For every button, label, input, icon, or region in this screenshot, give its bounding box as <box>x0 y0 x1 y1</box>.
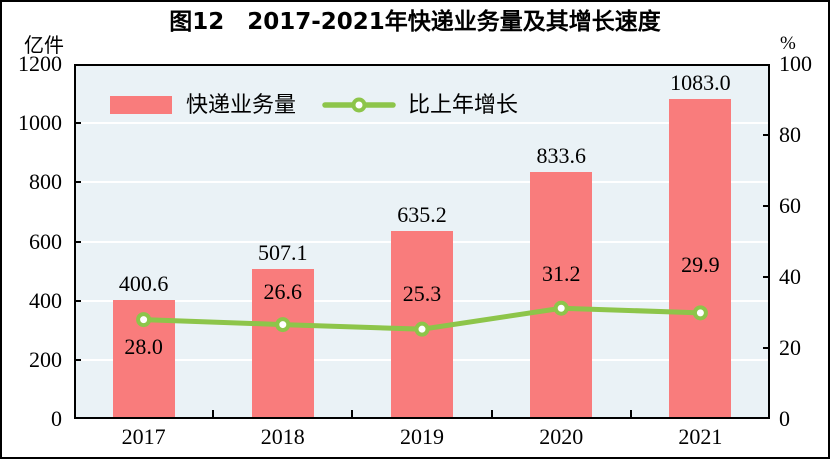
legend: 快递业务量 比上年增长 <box>110 93 518 117</box>
legend-line-label: 比上年增长 <box>408 92 519 117</box>
bar-value-label: 507.1 <box>258 239 308 265</box>
right-axis-tick <box>763 205 770 207</box>
x-axis-tick <box>629 410 632 417</box>
left-axis-tick-label: 600 <box>29 228 62 254</box>
right-axis-tick-label: 80 <box>779 122 801 147</box>
x-axis-label-2017: 2017 <box>121 424 166 449</box>
right-axis-tick <box>763 276 770 278</box>
bar-2021 <box>669 98 732 419</box>
x-axis-label-2020: 2020 <box>539 424 584 449</box>
growth-line-layer <box>136 300 708 337</box>
x-axis-label-2018: 2018 <box>260 424 305 449</box>
line-marker-2019 <box>414 321 430 337</box>
chart-title: 图12 2017-2021年快递业务量及其增长速度 <box>169 9 661 35</box>
right-axis-tick-label: 40 <box>779 264 801 289</box>
right-axis-tick <box>763 347 770 349</box>
right-axis-tick-label: 0 <box>779 406 790 431</box>
rate-value-label: 28.0 <box>124 333 163 359</box>
x-axis-label-2021: 2021 <box>678 424 723 449</box>
left-axis-tick-label: 0 <box>51 406 62 431</box>
gridline <box>74 181 770 184</box>
bar-value-label: 833.6 <box>536 143 586 169</box>
rate-value-label: 25.3 <box>402 281 442 307</box>
legend-bar-label: 快递业务量 <box>186 92 297 117</box>
left-axis-tick-label: 1200 <box>18 51 62 76</box>
bar-2018 <box>251 268 314 419</box>
x-axis-tick <box>212 410 215 417</box>
x-axis-label-2019: 2019 <box>400 424 444 449</box>
left-axis-tick-label: 200 <box>29 346 62 372</box>
bar-2020 <box>530 172 593 419</box>
legend-line-swatch <box>322 96 396 114</box>
line-marker-2017 <box>136 312 152 328</box>
x-axis-tick <box>351 410 354 417</box>
bar-value-label: 400.6 <box>118 271 169 297</box>
left-axis-tick <box>74 240 81 243</box>
right-axis-tick-label: 20 <box>779 335 801 360</box>
line-marker-2018 <box>275 317 291 333</box>
rate-value-label: 29.9 <box>681 251 720 277</box>
left-axis-tick-label: 1000 <box>18 110 62 136</box>
legend-bar-swatch <box>110 96 172 114</box>
left-axis-tick <box>74 358 81 361</box>
right-axis-tick <box>763 134 770 136</box>
x-axis-tick <box>490 410 493 417</box>
right-axis-tick-label: 60 <box>779 193 801 218</box>
bar-value-label: 1083.0 <box>670 69 731 95</box>
right-axis-tick-label: 100 <box>779 51 812 76</box>
gridline <box>74 122 770 125</box>
rate-value-label: 31.2 <box>541 261 581 287</box>
left-axis-tick <box>74 122 81 125</box>
plot-area: 快递业务量 比上年增长 400.6 507.1 635.2 833.6 1083.0 28… <box>74 64 770 419</box>
left-axis-tick-label: 800 <box>29 169 62 195</box>
line-marker-2020 <box>553 300 569 316</box>
left-axis-tick <box>74 299 81 302</box>
left-axis-unit: 亿件 <box>24 35 64 57</box>
rate-value-label: 26.6 <box>263 278 303 304</box>
left-axis-tick <box>74 181 81 184</box>
line-marker-2021 <box>692 305 708 321</box>
bar-value-label: 635.2 <box>397 202 447 228</box>
legend-line-icon <box>322 97 396 113</box>
left-axis-tick-label: 400 <box>29 287 62 313</box>
right-axis-unit: % <box>780 33 796 54</box>
